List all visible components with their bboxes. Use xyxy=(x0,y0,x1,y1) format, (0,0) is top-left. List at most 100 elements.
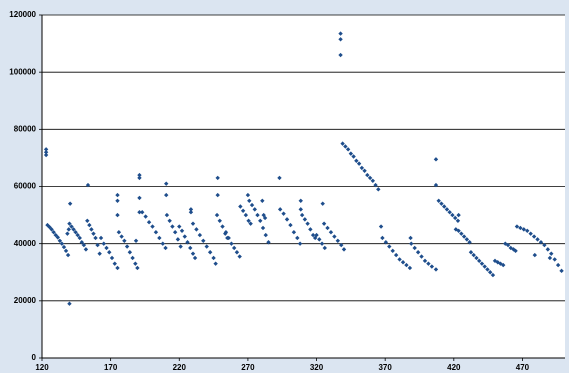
point xyxy=(511,247,516,252)
point xyxy=(456,228,461,234)
point xyxy=(547,255,553,261)
point xyxy=(444,207,450,212)
point xyxy=(514,224,520,229)
y-tick-label: 20000 xyxy=(14,296,37,305)
point xyxy=(238,204,243,209)
point xyxy=(288,222,293,228)
point xyxy=(127,250,133,255)
point xyxy=(281,211,286,216)
point xyxy=(182,234,187,239)
point xyxy=(163,245,168,251)
point xyxy=(226,235,231,241)
point xyxy=(291,230,297,235)
point xyxy=(332,234,337,239)
point xyxy=(215,192,220,198)
point xyxy=(57,238,63,244)
point xyxy=(137,172,142,178)
point xyxy=(461,234,467,239)
point xyxy=(490,272,496,278)
point xyxy=(559,268,564,274)
point xyxy=(339,242,344,248)
point xyxy=(356,161,362,166)
point xyxy=(439,201,444,206)
point xyxy=(65,252,71,258)
y-tick-label: 40000 xyxy=(14,239,37,248)
point xyxy=(157,235,162,241)
point xyxy=(150,224,155,229)
point xyxy=(447,210,452,215)
point xyxy=(188,207,194,212)
point xyxy=(415,250,421,255)
point xyxy=(93,235,98,241)
point xyxy=(412,245,417,251)
point xyxy=(207,250,213,255)
point xyxy=(426,261,431,266)
point xyxy=(538,240,544,245)
point xyxy=(341,247,347,252)
point xyxy=(59,241,65,246)
point xyxy=(83,247,89,252)
point xyxy=(214,212,220,218)
point xyxy=(370,178,376,183)
point xyxy=(380,235,385,241)
point xyxy=(115,265,120,271)
point xyxy=(237,254,242,259)
point xyxy=(71,227,76,232)
point xyxy=(75,232,80,238)
point xyxy=(146,220,152,225)
point xyxy=(246,218,251,223)
point xyxy=(477,258,482,264)
point xyxy=(130,255,135,261)
point xyxy=(450,212,455,218)
point xyxy=(409,241,414,246)
point xyxy=(153,230,159,235)
point xyxy=(390,248,395,254)
point xyxy=(73,230,78,235)
point xyxy=(137,175,142,181)
point xyxy=(433,182,439,188)
x-tick-label: 320 xyxy=(310,363,324,372)
point xyxy=(188,210,194,215)
point xyxy=(419,254,424,259)
point xyxy=(552,257,557,262)
point xyxy=(164,181,169,186)
point xyxy=(485,267,490,272)
point xyxy=(378,224,384,229)
point xyxy=(135,265,140,271)
point xyxy=(314,232,319,238)
point xyxy=(542,242,547,248)
point xyxy=(215,175,220,181)
point xyxy=(122,238,127,244)
point xyxy=(362,168,367,173)
x-tick-label: 120 xyxy=(35,363,49,372)
point xyxy=(124,244,130,249)
point xyxy=(277,175,282,181)
point xyxy=(211,255,216,261)
point xyxy=(160,241,165,246)
point xyxy=(433,157,439,162)
point xyxy=(317,237,322,242)
point xyxy=(464,237,470,242)
point xyxy=(383,240,389,245)
point xyxy=(115,198,120,203)
point xyxy=(140,210,145,215)
point xyxy=(51,230,56,235)
point xyxy=(298,198,303,203)
point xyxy=(67,221,72,226)
point xyxy=(455,218,461,223)
point xyxy=(213,261,218,266)
point xyxy=(459,231,464,236)
point xyxy=(535,237,540,242)
point xyxy=(555,262,561,268)
point xyxy=(61,244,67,250)
point xyxy=(266,240,271,245)
point xyxy=(43,152,49,158)
point xyxy=(190,251,196,256)
point xyxy=(97,251,102,256)
point xyxy=(335,238,341,244)
point xyxy=(436,198,441,203)
point xyxy=(456,212,461,218)
y-tick-label: 80000 xyxy=(14,124,37,133)
point xyxy=(98,235,104,241)
